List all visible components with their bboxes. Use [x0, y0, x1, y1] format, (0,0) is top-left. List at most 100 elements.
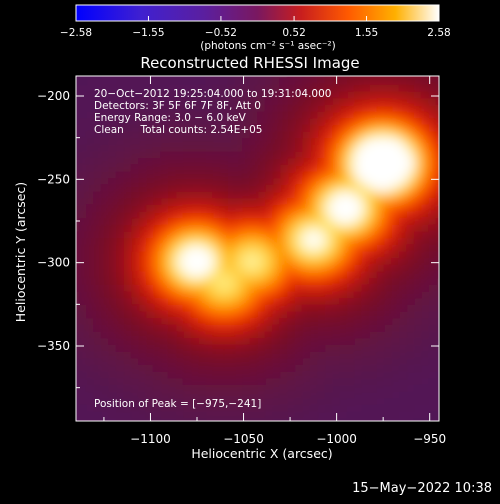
heatmap-cell: [391, 191, 402, 201]
heatmap-cell: [109, 58, 119, 68]
heatmap-cell: [78, 398, 89, 408]
heatmap-cell: [384, 171, 394, 181]
heatmap-cell: [384, 178, 394, 188]
heatmap-cell: [198, 78, 208, 88]
heatmap-cell: [361, 318, 372, 328]
heatmap-cell: [421, 98, 431, 108]
heatmap-cell: [384, 358, 394, 368]
heatmap-cell: [168, 344, 178, 355]
heatmap-cell: [272, 358, 283, 368]
heatmap-cell: [64, 158, 74, 168]
heatmap-cell: [332, 144, 342, 155]
heatmap-cell: [272, 164, 283, 175]
heatmap-cell: [220, 364, 230, 375]
heatmap-cell: [116, 84, 126, 95]
heatmap-cell: [190, 138, 201, 148]
heatmap-cell: [220, 378, 230, 388]
heatmap-cell: [160, 138, 171, 148]
heatmap-cell: [57, 158, 67, 168]
heatmap-cell: [175, 338, 186, 348]
heatmap-cell: [242, 124, 253, 135]
heatmap-cell: [391, 371, 402, 381]
heatmap-cell: [414, 138, 424, 148]
heatmap-cell: [332, 371, 342, 381]
heatmap-cell: [294, 198, 305, 208]
heatmap-cell: [376, 138, 387, 148]
heatmap-cell: [198, 171, 208, 181]
heatmap-cell: [123, 184, 134, 195]
heatmap-cell: [294, 184, 305, 195]
heatmap-cell: [287, 211, 297, 221]
heatmap-cell: [64, 118, 74, 128]
heatmap-cell: [131, 118, 141, 128]
heatmap-cell: [183, 111, 193, 121]
heatmap-cell: [421, 278, 431, 288]
heatmap-cell: [138, 264, 149, 275]
heatmap-cell: [279, 418, 290, 421]
heatmap-cell: [361, 198, 372, 208]
heatmap-cell: [93, 324, 104, 335]
heatmap-cell: [242, 318, 253, 328]
heatmap-cell: [302, 351, 312, 361]
heatmap-cell: [175, 298, 186, 308]
heatmap-cell: [190, 324, 201, 335]
heatmap-cell: [93, 398, 104, 408]
heatmap-cell: [86, 411, 96, 421]
heatmap-cell: [145, 318, 156, 328]
heatmap-cell: [444, 372, 454, 382]
heatmap-cell: [347, 111, 357, 121]
heatmap-cell: [302, 91, 312, 101]
heatmap-cell: [421, 238, 431, 248]
heatmap-cell: [108, 324, 119, 335]
heatmap-cell: [339, 158, 350, 168]
heatmap-cell: [309, 391, 320, 401]
heatmap-cell: [76, 378, 81, 388]
heatmap-cell: [317, 258, 327, 268]
heatmap-cell: [317, 158, 327, 168]
heatmap-cell: [279, 324, 290, 335]
heatmap-cell: [205, 324, 216, 335]
heatmap-cell: [436, 171, 439, 181]
heatmap-cell: [347, 191, 357, 201]
heatmap-cell: [116, 178, 126, 188]
heatmap-cell: [250, 158, 260, 168]
x-axis-label: Heliocentric X (arcsec): [191, 446, 332, 461]
heatmap-cell: [168, 318, 178, 328]
heatmap-cell: [227, 104, 238, 115]
heatmap-cell: [399, 398, 409, 408]
heatmap-cell: [124, 58, 134, 68]
heatmap-cell: [287, 251, 297, 261]
heatmap-cell: [123, 98, 134, 108]
heatmap-cell: [131, 251, 141, 261]
heatmap-cell: [145, 391, 156, 401]
heatmap-cell: [175, 324, 186, 335]
heatmap-cell: [175, 371, 186, 381]
heatmap-cell: [272, 318, 283, 328]
heatmap-cell: [302, 358, 312, 368]
heatmap-cell: [302, 404, 312, 415]
heatmap-cell: [57, 232, 67, 242]
heatmap-cell: [302, 284, 312, 295]
heatmap-cell: [123, 304, 134, 315]
heatmap-cell: [242, 264, 253, 275]
annotation-clean-counts: Clean Total counts: 2.54E+05: [94, 124, 263, 136]
heatmap-cell: [101, 164, 111, 175]
heatmap-cell: [391, 384, 402, 395]
heatmap-cell: [153, 384, 163, 395]
heatmap-cell: [272, 118, 283, 128]
heatmap-cell: [93, 358, 104, 368]
heatmap-cell: [414, 124, 424, 135]
heatmap-cell: [347, 404, 357, 415]
heatmap-cell: [414, 344, 424, 355]
heatmap-cell: [212, 358, 223, 368]
heatmap-cell: [309, 278, 320, 288]
heatmap-cell: [436, 291, 439, 301]
heatmap-cell: [302, 104, 312, 115]
heatmap-cell: [242, 218, 253, 228]
heatmap-cell: [227, 371, 238, 381]
heatmap-cell: [317, 418, 327, 421]
heatmap-cell: [108, 278, 119, 288]
heatmap-cell: [391, 211, 402, 221]
heatmap-cell: [332, 278, 342, 288]
heatmap-cell: [287, 384, 297, 395]
